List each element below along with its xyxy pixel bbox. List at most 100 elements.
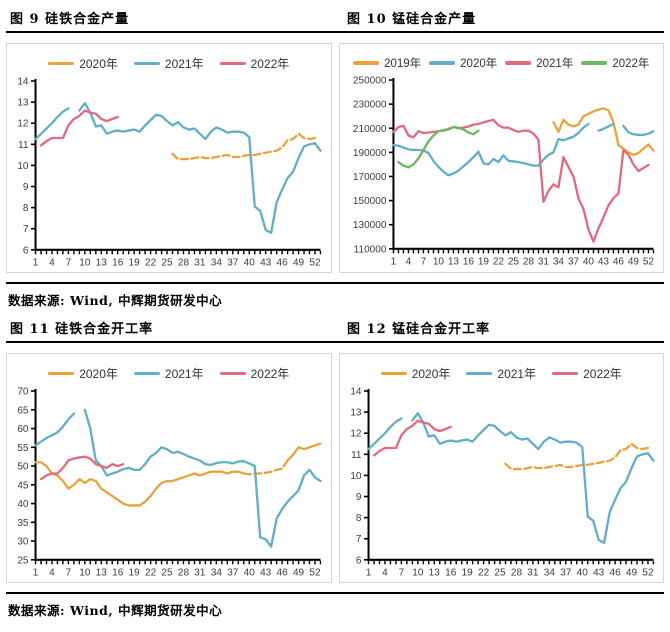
charts-row-production: 2020年 2021年 2022年 6 7 8 9 10 11 12 13 14 1 4 7 10 13 16 1…: [6, 43, 664, 273]
y-axis-tick-label: 6: [23, 245, 29, 256]
x-axis-tick-label: 13: [447, 256, 459, 267]
y-axis-tick-label: 230000: [352, 100, 386, 111]
legend-item: 2020年: [48, 365, 118, 382]
y-axis-tick-label: 55: [17, 443, 29, 454]
y-axis-tick-label: 40: [17, 499, 29, 510]
y-axis-tick-label: 12: [17, 119, 29, 130]
x-axis-tick-label: 7: [398, 567, 404, 578]
legend-swatch: [353, 61, 380, 65]
section-production: 图 9 硅铁合金产量 图 10 锰硅合金产量 2020年 2021年 2022年 6…: [6, 8, 664, 309]
y-axis-tick-label: 7: [23, 224, 29, 235]
titles-row: 图 9 硅铁合金产量 图 10 锰硅合金产量: [6, 8, 664, 27]
legend-swatch: [466, 371, 493, 376]
x-axis-tick-label: 4: [405, 256, 411, 267]
y-axis-tick-label: 10: [17, 161, 29, 172]
x-axis-tick-label: 31: [194, 567, 206, 578]
x-axis-tick-label: 52: [642, 567, 654, 578]
x-axis-tick-label: 16: [112, 257, 124, 268]
x-axis-tick-label: 49: [293, 567, 305, 578]
legend-label: 2020年: [79, 57, 118, 71]
data-source-note: 数据来源: Wind, 中辉期货研发中心: [8, 602, 223, 618]
y-axis-tick-label: 11: [18, 140, 29, 151]
chart-manganese-silicon-operating-rate: 2020年 2021年 2022年 6 7 8 9 10 11 12 13 14 1 4 7 10 13 16 1…: [338, 352, 664, 583]
y-axis-tick-label: 110000: [353, 244, 386, 255]
y-axis-tick-label: 150000: [352, 196, 386, 207]
series-line-2021年: [391, 118, 650, 243]
x-axis-tick-label: 22: [478, 567, 490, 578]
x-axis-tick-label: 52: [309, 567, 321, 578]
x-axis-tick-label: 43: [260, 567, 272, 578]
x-axis-tick-label: 10: [79, 257, 91, 268]
x-axis-tick-label: 40: [582, 256, 594, 267]
line-chart: 110000 130000 150000 170000 190000 210000 2300…: [352, 76, 655, 267]
x-axis-tick-label: 1: [390, 256, 396, 267]
x-axis-tick-label: 31: [527, 567, 539, 578]
y-axis-tick-label: 9: [355, 492, 361, 503]
y-axis-tick-label: 70: [17, 386, 29, 397]
x-axis-tick-label: 4: [49, 257, 55, 268]
section-operating-rate: 图 11 硅铁合金开工率 图 12 锰硅合金开工率 2020年 2021年 2022…: [6, 318, 664, 619]
x-axis-tick-label: 34: [211, 257, 223, 268]
series-line-2022年: [372, 419, 452, 457]
y-axis-tick-label: 13: [17, 98, 29, 109]
legend-label: 2019年: [384, 58, 422, 70]
x-axis-tick-label: 46: [277, 257, 289, 268]
legend-item: 2020年: [380, 365, 450, 382]
x-axis-tick-label: 34: [543, 567, 555, 578]
chart-legend: 2020年 2021年 2022年: [10, 55, 328, 72]
x-axis-tick-label: 25: [507, 256, 519, 267]
x-axis-tick-label: 4: [382, 567, 388, 578]
x-axis-tick-label: 28: [522, 256, 534, 267]
legend-item: 2020年: [48, 55, 118, 72]
line-chart: 25 30 35 40 45 50 55 60 65 70 1 4 7 10 13 16 19 22 25 28 31 3…: [17, 386, 322, 578]
series-line-2020年: [286, 442, 322, 462]
y-axis-tick-label: 250000: [352, 76, 386, 87]
y-axis-tick-label: 6: [355, 555, 361, 566]
x-axis-tick-label: 52: [309, 257, 321, 268]
x-axis-tick-label: 19: [461, 567, 473, 578]
x-axis-tick-label: 16: [445, 567, 457, 578]
x-axis-tick-label: 28: [510, 567, 522, 578]
y-axis-tick-label: 210000: [352, 124, 386, 135]
report-page: 图 9 硅铁合金产量 图 10 锰硅合金产量 2020年 2021年 2022年 6…: [6, 8, 664, 619]
x-axis-tick-label: 13: [96, 257, 108, 268]
x-axis-tick-label: 7: [420, 256, 426, 267]
legend-swatch: [219, 61, 246, 66]
legend-item: 2021年: [133, 365, 204, 382]
chart-silicon-iron-operating-rate: 2020年 2021年 2022年 25 30 35 40 45 50 55 60 65 70 1 4 7 1…: [6, 352, 332, 583]
x-axis-tick-label: 22: [145, 257, 157, 268]
y-axis-tick-label: 25: [17, 555, 29, 566]
legend-swatch: [48, 61, 75, 66]
legend-item: 2022年: [581, 55, 649, 71]
chart-legend: 2020年 2021年 2022年: [10, 365, 328, 382]
y-axis-tick-label: 8: [23, 203, 29, 214]
legend-label: 2021年: [497, 366, 537, 381]
x-axis-tick-label: 37: [227, 257, 239, 268]
legend-swatch: [133, 371, 160, 376]
series-line-2020年: [171, 132, 317, 161]
y-axis-tick-label: 35: [17, 518, 29, 529]
legend-label: 2022年: [612, 58, 650, 70]
figure-10-title: 图 10 锰硅合金产量: [347, 12, 477, 27]
title-divider: [6, 340, 664, 343]
chart-legend: 2019年 2020年 2021年 2022年: [343, 55, 661, 71]
legend-item: 2021年: [505, 55, 573, 71]
chart-plot-area: 25 30 35 40 45 50 55 60 65 70 1 4 7 10 13 16 19 22 25 28 31 3…: [10, 385, 328, 580]
y-axis-tick-label: 8: [355, 513, 361, 524]
x-axis-tick-label: 40: [244, 257, 256, 268]
legend-item: 2022年: [219, 365, 289, 382]
y-axis-tick-label: 60: [17, 424, 29, 435]
legend-swatch: [219, 371, 246, 376]
x-axis-tick-label: 19: [129, 257, 141, 268]
figure-11-title: 图 11 硅铁合金开工率: [10, 321, 154, 337]
x-axis-tick-label: 1: [365, 567, 371, 578]
x-axis-tick-label: 40: [576, 567, 588, 578]
y-axis-tick-label: 65: [17, 405, 29, 416]
figure-9-title: 图 9 硅铁合金产量: [10, 12, 130, 27]
figure-12-title: 图 12 锰硅合金开工率: [347, 321, 491, 337]
data-source-note: 数据来源: Wind, 中辉期货研发中心: [8, 292, 223, 308]
x-axis-tick-label: 7: [66, 257, 72, 268]
x-axis-tick-label: 52: [642, 256, 654, 267]
note-divider: [6, 281, 664, 284]
y-axis-tick-label: 14: [17, 77, 29, 88]
